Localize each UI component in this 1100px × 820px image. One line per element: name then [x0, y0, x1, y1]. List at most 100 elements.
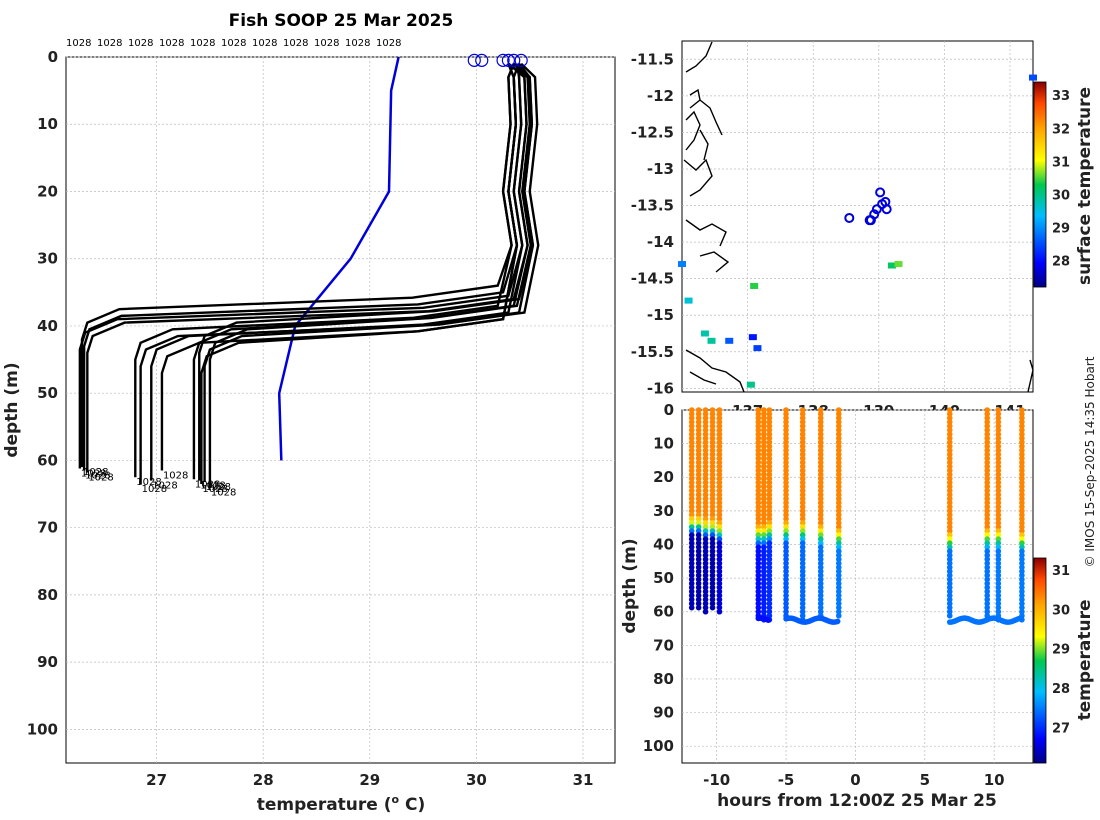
colorbar-segment [1034, 260, 1046, 262]
colorbar-segment [1034, 94, 1046, 96]
section-bottom-point [1018, 615, 1025, 621]
section-point [695, 548, 702, 554]
colorbar-segment [1034, 99, 1046, 101]
section-point [716, 528, 723, 534]
section-point [817, 544, 824, 550]
section-point [688, 407, 695, 413]
colorbar-segment [1034, 656, 1046, 658]
section-point [702, 556, 709, 563]
colorbar-segment [1034, 269, 1046, 271]
section-point [995, 447, 1002, 454]
colorbar-segment [1034, 697, 1046, 699]
section-point [1019, 427, 1025, 433]
section-point [1019, 471, 1025, 478]
section-point [688, 556, 695, 563]
section-point [709, 572, 716, 579]
section-point [688, 552, 695, 559]
section-point [783, 423, 789, 429]
colorbar-segment [1034, 710, 1046, 712]
section-point [702, 520, 709, 526]
section-point [1019, 536, 1025, 542]
section-point [984, 596, 991, 603]
colorbar-segment [1034, 211, 1046, 213]
section-point [783, 463, 789, 470]
section-point [799, 596, 806, 603]
section-point [984, 431, 991, 438]
profile-end-label: 1028 [206, 482, 231, 493]
section-point [817, 463, 824, 470]
colorbar-segment [1034, 693, 1046, 695]
section-point [755, 520, 762, 526]
section-point [755, 536, 762, 542]
section-point [984, 491, 991, 498]
section-point [799, 516, 806, 522]
colorbar-segment [1034, 679, 1046, 681]
section-point [817, 588, 824, 595]
section-point [995, 407, 1002, 413]
section-point [702, 588, 709, 595]
colorbar-segment [1034, 586, 1046, 588]
section-point [766, 471, 773, 478]
section-point [709, 447, 716, 454]
section-point [695, 447, 702, 454]
section-point [688, 596, 695, 603]
colorbar-segment [1034, 588, 1046, 590]
colorbar-segment [1034, 171, 1046, 173]
section-point [695, 524, 702, 530]
section-point [835, 596, 842, 603]
section-point [1019, 423, 1025, 429]
colorbar-segment [1034, 716, 1046, 718]
section-point [1019, 544, 1025, 550]
section-point [702, 487, 709, 494]
section-point [716, 532, 723, 538]
colorbar-segment [1034, 157, 1046, 159]
section-point [688, 495, 695, 502]
colorbar-segment [1034, 608, 1046, 610]
section-point [695, 588, 702, 595]
section-point [702, 415, 709, 421]
section-point [946, 423, 953, 429]
y-tick-label: 0 [48, 48, 58, 66]
section-point [755, 516, 762, 522]
section-point [688, 512, 695, 518]
colorbar-segment [1034, 96, 1046, 98]
section-point [688, 576, 695, 583]
section-point [695, 415, 702, 421]
section-point [995, 588, 1002, 595]
section-point [835, 411, 842, 417]
colorbar-segment [1034, 102, 1046, 104]
colorbar-segment [1034, 223, 1046, 225]
section-point [799, 580, 806, 587]
section-point [783, 564, 789, 571]
section-point [695, 536, 702, 542]
section-point [709, 411, 716, 417]
section-point [946, 564, 953, 571]
section-point [761, 532, 767, 538]
colorbar-segment [1034, 661, 1046, 663]
section-point [984, 540, 991, 546]
reference-profile [277, 56, 400, 461]
section-point [946, 544, 953, 550]
section-point [716, 580, 723, 587]
section-point [755, 463, 762, 470]
colorbar-segment [1034, 579, 1046, 581]
section-point [835, 431, 842, 438]
section-point [702, 427, 709, 433]
section-point [766, 592, 773, 599]
colorbar-segment [1034, 571, 1046, 573]
colorbar-segment [1034, 706, 1046, 708]
colorbar-segment [1034, 134, 1046, 136]
colorbar-segment [1034, 244, 1046, 246]
section-point [783, 588, 789, 595]
surface-marker [501, 53, 515, 67]
profile-end-label: 1028 [152, 481, 177, 492]
section-point [799, 443, 806, 450]
section-point [695, 443, 702, 450]
section-point [766, 479, 773, 486]
section-point [755, 584, 762, 591]
colorbar-segment [1034, 114, 1046, 116]
colorbar-segment [1034, 246, 1046, 248]
y-tick-label: 90 [37, 653, 58, 671]
section-point [716, 423, 723, 429]
